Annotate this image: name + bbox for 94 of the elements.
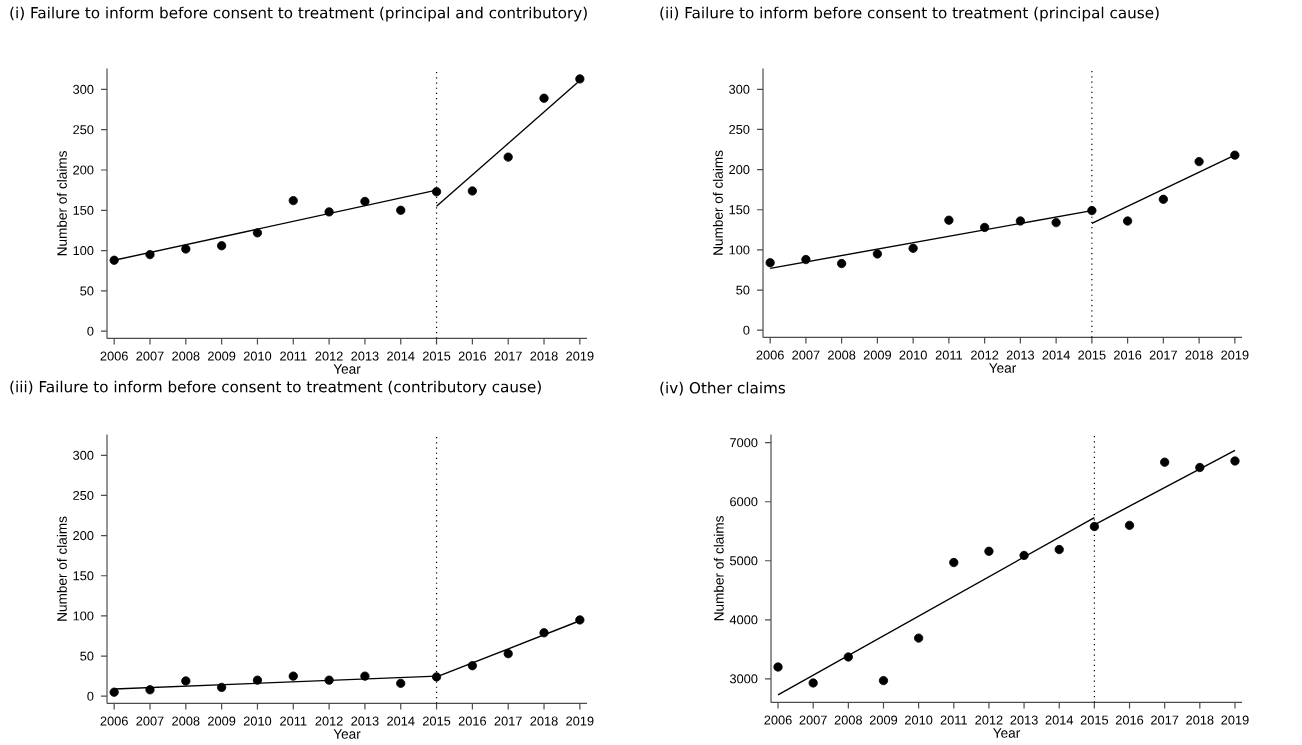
- chart-title: (iv) Other claims: [660, 381, 786, 396]
- x-tick-label: 2009: [863, 350, 892, 360]
- x-axis-title: Year: [989, 363, 1017, 373]
- x-tick-label: 2007: [799, 715, 827, 725]
- x-tick-label: 2013: [351, 716, 379, 726]
- x-tick-label: 2019: [566, 351, 594, 361]
- x-tick-label: 2013: [1010, 715, 1038, 725]
- y-tick-label: 200: [73, 530, 94, 540]
- x-tick-label: 2014: [387, 716, 415, 726]
- y-tick-label: 150: [73, 571, 94, 581]
- x-tick-label: 2010: [899, 350, 927, 360]
- x-tick-label: 2019: [1221, 350, 1249, 360]
- x-tick-label: 2015: [422, 716, 451, 726]
- y-axis-title: Number of claims: [713, 515, 724, 620]
- x-tick-label: 2015: [1080, 715, 1109, 725]
- x-tick-label: 2013: [1006, 350, 1035, 360]
- x-tick-label: 2010: [243, 351, 272, 361]
- x-tick-label: 2017: [494, 351, 522, 361]
- y-tick-label: 300: [73, 450, 94, 460]
- x-tick-label: 2018: [1186, 715, 1214, 725]
- x-axis-title: Year: [333, 729, 361, 739]
- y-tick-label: 150: [729, 205, 750, 215]
- x-tick-label: 2015: [1078, 350, 1106, 360]
- y-tick-label: 200: [729, 164, 750, 174]
- x-tick-label: 2010: [243, 716, 272, 726]
- y-tick-label: 5000: [729, 556, 758, 566]
- x-axis-title: Year: [333, 364, 361, 374]
- chart-title: (ii) Failure to inform before consent to treatment (principal cause): [660, 6, 1159, 22]
- y-tick-label: 100: [729, 245, 750, 255]
- x-tick-label: 2011: [280, 351, 307, 361]
- chart-title: (iii) Failure to inform before consent to treatment (contributory cause): [10, 380, 541, 396]
- y-axis-title: Number of claims: [712, 150, 723, 255]
- x-tick-label: 2009: [208, 716, 236, 726]
- x-tick-label: 2014: [387, 351, 415, 361]
- x-tick-label: 2018: [530, 351, 558, 361]
- y-tick-label: 4000: [729, 615, 758, 625]
- x-tick-label: 2009: [208, 351, 236, 361]
- x-axis-title: Year: [993, 728, 1021, 738]
- x-tick-label: 2010: [905, 715, 933, 725]
- x-tick-label: 2019: [566, 716, 594, 726]
- y-tick-label: 50: [736, 285, 750, 295]
- x-tick-label: 2008: [828, 350, 856, 360]
- x-tick-label: 2008: [172, 716, 200, 726]
- x-tick-label: 2006: [100, 351, 128, 361]
- x-tick-label: 2015: [422, 351, 451, 361]
- x-tick-label: 2013: [351, 351, 379, 361]
- x-tick-label: 2012: [971, 350, 999, 360]
- y-tick-label: 250: [729, 124, 750, 134]
- x-tick-label: 2011: [935, 350, 963, 360]
- y-tick-label: 6000: [730, 496, 758, 507]
- x-tick-label: 2016: [458, 351, 487, 361]
- y-tick-label: 50: [80, 286, 94, 296]
- x-tick-label: 2018: [1185, 350, 1213, 360]
- y-tick-label: 300: [729, 84, 750, 94]
- x-tick-label: 2006: [756, 350, 784, 360]
- y-tick-label: 0: [743, 325, 750, 335]
- x-tick-label: 2006: [100, 716, 128, 726]
- x-tick-label: 2012: [975, 715, 1003, 725]
- x-tick-label: 2016: [1115, 715, 1144, 725]
- x-tick-label: 2016: [458, 716, 487, 726]
- y-tick-label: 150: [73, 205, 94, 215]
- y-tick-label: 250: [73, 490, 94, 500]
- x-tick-label: 2006: [764, 715, 792, 725]
- x-tick-label: 2007: [136, 716, 164, 726]
- x-tick-label: 2008: [834, 715, 862, 725]
- x-tick-label: 2009: [869, 715, 898, 725]
- y-tick-label: 7000: [730, 437, 758, 448]
- x-tick-label: 2019: [1221, 715, 1249, 725]
- y-axis-title: Number of claims: [56, 150, 67, 255]
- x-tick-label: 2017: [1151, 715, 1179, 725]
- y-axis-title: Number of claims: [56, 516, 67, 621]
- x-tick-label: 2017: [1149, 350, 1177, 360]
- x-tick-label: 2012: [315, 351, 343, 361]
- chart-title: (i) Failure to inform before consent to treatment (principal and contributory): [10, 6, 587, 22]
- x-tick-label: 2007: [136, 351, 164, 361]
- y-tick-label: 0: [87, 691, 94, 701]
- y-tick-label: 300: [73, 84, 94, 94]
- x-tick-label: 2014: [1045, 715, 1074, 725]
- x-tick-label: 2011: [280, 716, 307, 726]
- y-tick-label: 3000: [729, 674, 758, 684]
- y-tick-label: 0: [87, 326, 94, 336]
- x-tick-label: 2012: [315, 716, 343, 726]
- x-tick-label: 2018: [530, 716, 558, 726]
- y-tick-label: 200: [73, 165, 94, 175]
- x-tick-label: 2008: [172, 351, 200, 361]
- y-tick-label: 250: [73, 124, 94, 135]
- x-tick-label: 2007: [792, 350, 820, 360]
- y-tick-label: 100: [73, 245, 94, 255]
- y-tick-label: 50: [80, 651, 94, 661]
- x-tick-label: 2014: [1042, 350, 1070, 360]
- x-tick-label: 2011: [940, 715, 967, 725]
- x-tick-label: 2017: [494, 716, 522, 726]
- y-tick-label: 100: [73, 611, 94, 621]
- x-tick-label: 2016: [1114, 350, 1142, 360]
